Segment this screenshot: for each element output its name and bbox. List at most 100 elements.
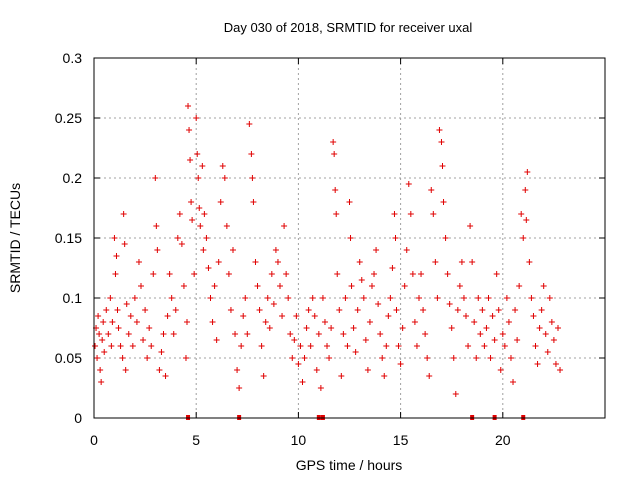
data-point: [140, 337, 147, 343]
data-point: [424, 355, 431, 361]
data-point: [238, 343, 245, 349]
data-point: [503, 295, 510, 301]
data-point: [158, 349, 165, 355]
data-point: [522, 187, 529, 193]
data-point: [112, 271, 119, 277]
x-tick-label: 5: [192, 432, 200, 448]
data-point: [538, 307, 545, 313]
data-point: [532, 343, 539, 349]
data-point: [458, 259, 465, 265]
data-point: [125, 331, 132, 337]
data-point: [207, 295, 214, 301]
data-point: [409, 271, 416, 277]
data-point: [295, 361, 302, 367]
data-point: [514, 337, 521, 343]
data-point: [418, 271, 425, 277]
data-point: [324, 343, 331, 349]
data-point: [225, 271, 232, 277]
data-point: [193, 115, 200, 121]
data-point: [475, 295, 482, 301]
data-point: [121, 241, 128, 247]
data-point: [178, 241, 185, 247]
data-point: [98, 379, 105, 385]
data-point: [342, 295, 349, 301]
y-tick-label: 0.25: [55, 110, 82, 126]
data-point: [114, 307, 121, 313]
data-point: [477, 331, 484, 337]
data-point: [526, 259, 533, 265]
data-point: [481, 343, 488, 349]
data-point: [487, 355, 494, 361]
data-point: [115, 325, 122, 331]
data-point: [234, 367, 241, 373]
data-point: [92, 343, 99, 349]
data-point: [497, 367, 504, 373]
data-point: [528, 295, 535, 301]
data-point: [217, 199, 224, 205]
data-point: [501, 343, 508, 349]
data-point: [434, 295, 441, 301]
data-point: [336, 307, 343, 313]
data-point: [95, 313, 102, 319]
data-point: [219, 163, 226, 169]
data-point: [439, 163, 446, 169]
data-point: [534, 361, 541, 367]
data-point: [403, 247, 410, 253]
data-point: [117, 343, 124, 349]
data-point: [407, 211, 414, 217]
data-point: [489, 313, 496, 319]
y-tick-label: 0: [74, 410, 82, 426]
data-point: [236, 385, 243, 391]
data-point: [430, 211, 437, 217]
data-point: [491, 337, 498, 343]
data-point: [366, 319, 373, 325]
data-point: [94, 355, 101, 361]
data-point: [465, 343, 472, 349]
data-point: [548, 319, 555, 325]
data-point: [162, 373, 169, 379]
data-point: [399, 325, 406, 331]
data-point: [413, 343, 420, 349]
data-point: [546, 295, 553, 301]
data-point: [467, 223, 474, 229]
data-point: [283, 271, 290, 277]
data-point: [301, 355, 308, 361]
data-point: [333, 211, 340, 217]
data-point: [352, 349, 359, 355]
data-point: [368, 283, 375, 289]
data-point: [307, 343, 314, 349]
data-point: [133, 319, 140, 325]
data-point: [227, 307, 234, 313]
data-point: [144, 355, 151, 361]
data-point: [485, 295, 492, 301]
data-point: [354, 307, 361, 313]
data-point: [242, 295, 249, 301]
data-point: [268, 271, 275, 277]
data-point: [510, 379, 517, 385]
data-point: [109, 319, 116, 325]
data-point: [426, 373, 433, 379]
data-point: [397, 361, 404, 367]
data-point: [113, 253, 120, 259]
data-point: [119, 355, 126, 361]
data-point: [168, 295, 175, 301]
data-point: [194, 151, 201, 157]
data-point: [442, 235, 449, 241]
data-point: [313, 367, 320, 373]
data-point: [321, 319, 328, 325]
data-point: [530, 313, 537, 319]
data-point: [229, 247, 236, 253]
data-point: [274, 259, 281, 265]
x-tick-labels: 0 5 10 15 20: [90, 432, 511, 448]
data-point: [197, 223, 204, 229]
data-points: [92, 103, 564, 397]
data-point: [223, 223, 230, 229]
data-point: [317, 385, 324, 391]
data-point: [195, 175, 202, 181]
data-point: [311, 313, 318, 319]
data-point: [428, 187, 435, 193]
data-point: [554, 325, 561, 331]
data-point: [463, 313, 470, 319]
data-point: [330, 139, 337, 145]
